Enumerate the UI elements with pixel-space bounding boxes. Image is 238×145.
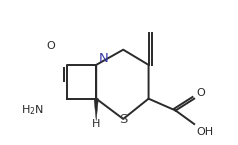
Text: N: N xyxy=(99,52,109,66)
Polygon shape xyxy=(94,99,98,121)
Text: H: H xyxy=(92,119,100,129)
Text: H$_2$N: H$_2$N xyxy=(21,104,44,117)
Text: O: O xyxy=(46,41,55,51)
Text: O: O xyxy=(197,88,205,98)
Text: S: S xyxy=(119,113,127,126)
Text: OH: OH xyxy=(197,127,214,137)
